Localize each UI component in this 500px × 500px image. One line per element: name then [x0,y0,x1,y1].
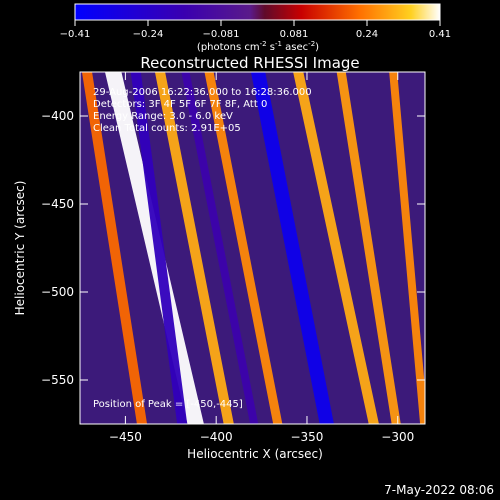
heatmap-band-8 [130,72,188,424]
x-axis-label: Heliocentric X (arcsec) [187,447,323,461]
heatmap-band-7 [389,72,425,424]
annotation-detectors: Detectors: 3F 4F 5F 6F 7F 8F, Att 0 [93,99,267,110]
heatmap-band-6 [336,72,401,424]
peak-position-label: Position of Peak = [-450,-445] [93,399,243,410]
colorbar: −0.41 −0.24 −0.081 0.081 0.24 0.41 (photons c… [60,3,451,53]
plot-frame [79,71,426,425]
image-annotations: 29-Aug-2006 16:22:36.000 to 16:28:36.000… [93,87,312,410]
x-tick-label: −300 [381,430,414,444]
colorbar-tick-label: −0.081 [202,29,239,40]
colorbar-tick-label: 0.41 [429,29,451,40]
x-tick-label: −400 [200,430,233,444]
heatmap [81,72,425,424]
x-axis-ticks: −450 −400 −350 −300 [109,72,414,444]
heatmap-band-3 [204,72,283,424]
colorbar-gradient [74,3,441,21]
annotation-total-counts: Clean Total counts: 2.91E+05 [93,123,241,134]
x-tick-label: −450 [109,430,142,444]
chart-title: Reconstructed RHESSI Image [140,54,359,72]
y-tick-label: −450 [41,197,74,211]
colorbar-tick-label: −0.24 [133,29,164,40]
y-tick-label: −500 [41,285,74,299]
colorbar-tick-label: −0.41 [60,29,91,40]
heatmap-band-2 [154,72,234,424]
heatmap-band-4 [250,72,334,424]
heatmap-band-5 [293,72,379,424]
y-axis-label: Heliocentric Y (arcsec) [13,181,27,316]
y-tick-label: −550 [41,373,74,387]
heatmap-band-1 [81,72,148,424]
y-axis-ticks: −400 −450 −500 −550 [41,109,425,387]
footer-timestamp: 7-May-2022 08:06 [384,483,494,497]
colorbar-unit: (photons cm-2 s-1 asec-2) [197,40,319,53]
annotation-time-range: 29-Aug-2006 16:22:36.000 to 16:28:36.000 [93,87,312,98]
colorbar-tick-label: 0.081 [280,29,309,40]
annotation-energy-range: Energy Range: 3.0 - 6.0 keV [93,111,233,122]
colorbar-tick-label: 0.24 [356,29,378,40]
heatmap-band-9 [181,72,259,424]
colorbar-ticks: −0.41 −0.24 −0.081 0.081 0.24 0.41 [60,20,451,40]
x-tick-label: −350 [290,430,323,444]
y-tick-label: −400 [41,109,74,123]
